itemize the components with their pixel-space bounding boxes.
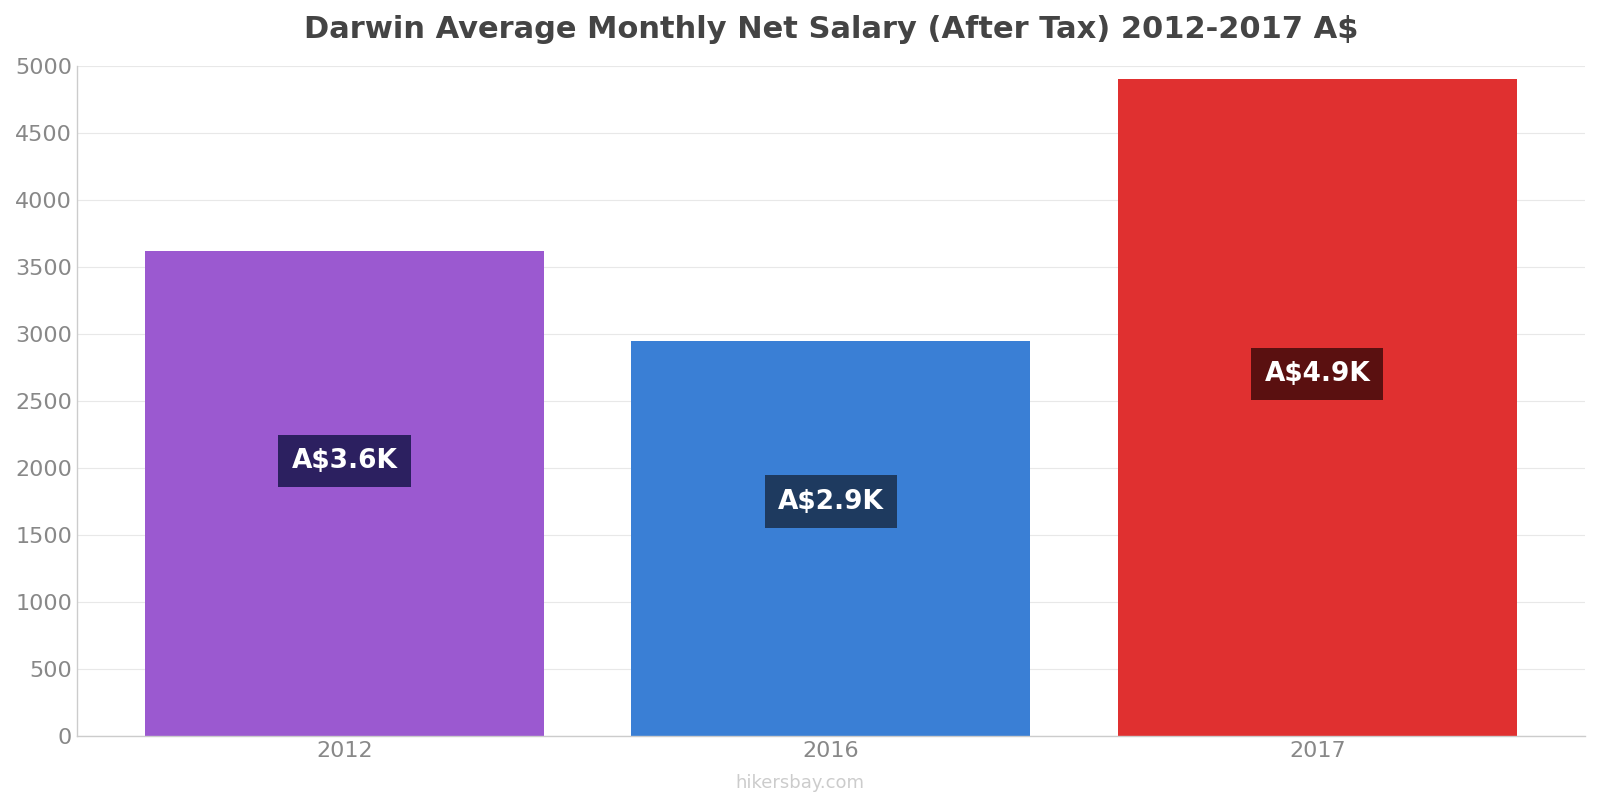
Bar bbox=[1118, 79, 1517, 736]
Text: A$2.9K: A$2.9K bbox=[778, 489, 883, 514]
Text: A$4.9K: A$4.9K bbox=[1264, 361, 1370, 387]
Bar bbox=[146, 250, 544, 736]
Text: hikersbay.com: hikersbay.com bbox=[736, 774, 864, 792]
Title: Darwin Average Monthly Net Salary (After Tax) 2012-2017 A$: Darwin Average Monthly Net Salary (After… bbox=[304, 15, 1358, 44]
Text: A$3.6K: A$3.6K bbox=[291, 448, 397, 474]
Bar bbox=[632, 341, 1030, 736]
